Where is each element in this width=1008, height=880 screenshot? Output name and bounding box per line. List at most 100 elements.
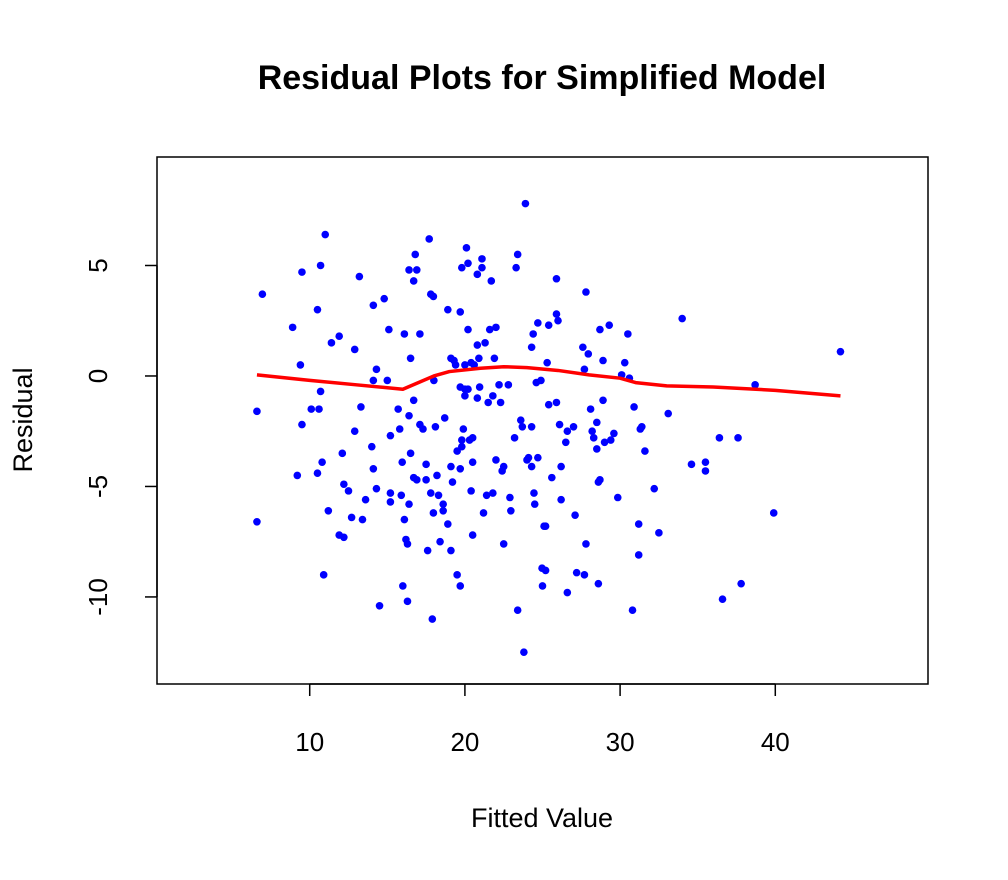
point [495,381,503,389]
point [579,343,587,352]
point [434,491,443,500]
point [316,261,325,270]
point [586,405,595,413]
point [399,582,407,590]
point [487,277,496,285]
point [473,341,482,349]
point [423,546,432,555]
point [416,330,424,338]
point [641,447,649,455]
point [489,392,497,400]
point [630,403,638,411]
point [769,509,778,517]
point [422,460,430,469]
point [563,427,572,436]
point [419,425,427,433]
point [481,339,489,347]
point [313,469,322,478]
point [439,506,447,515]
point [701,467,710,475]
point [473,270,482,279]
point [569,422,578,431]
point [369,464,378,473]
point [386,489,395,497]
point [557,462,565,471]
point [436,537,444,546]
point [340,533,348,542]
point [513,250,522,259]
point [572,568,581,577]
point [355,272,364,281]
point [475,354,483,363]
y-tick-label: 5 [83,258,113,272]
point [571,511,579,519]
point [552,310,561,318]
point [459,425,468,433]
point [447,546,455,555]
point [456,308,465,316]
point [584,350,593,358]
point [499,540,508,548]
point [395,425,404,433]
point [429,509,438,517]
point [298,268,306,276]
point [538,582,547,590]
y-tick-label: -5 [83,475,113,498]
point [440,414,449,422]
point [593,418,601,427]
point [499,462,508,471]
x-tick-label: 30 [606,727,635,757]
point [350,427,359,436]
point [582,540,590,548]
point [464,259,472,268]
point [687,460,696,469]
point [507,506,515,515]
point [544,321,553,329]
point [405,411,413,420]
point [518,422,527,431]
point [461,361,469,369]
point [375,601,384,610]
point [482,491,491,500]
point [383,376,392,385]
point [453,571,461,579]
point [457,436,466,444]
point [298,420,306,429]
point [433,471,441,480]
point [468,531,477,539]
point [327,339,336,347]
point [358,515,367,524]
point [534,453,542,462]
point [468,458,477,466]
x-tick-label: 10 [295,727,324,757]
x-tick-label: 20 [450,727,479,757]
point [484,398,492,407]
point [324,506,333,515]
point [836,347,845,356]
point [468,434,477,442]
point [464,325,472,334]
point [405,266,413,274]
point [554,316,562,325]
point [457,263,466,272]
point [369,376,378,385]
point [613,493,622,502]
point [293,471,302,480]
point [596,476,604,484]
point [492,323,500,332]
y-axis-label: Residual [8,367,38,472]
point [492,456,500,464]
y-tick-label: -10 [83,578,113,616]
point [426,489,435,497]
point [605,321,614,329]
x-axis-label: Fitted Value [471,803,613,833]
point [318,458,326,466]
point [588,427,596,436]
point [678,314,686,323]
point [467,487,475,495]
point [561,438,570,447]
plot-frame [156,156,929,685]
point [400,330,409,338]
point [321,230,330,239]
